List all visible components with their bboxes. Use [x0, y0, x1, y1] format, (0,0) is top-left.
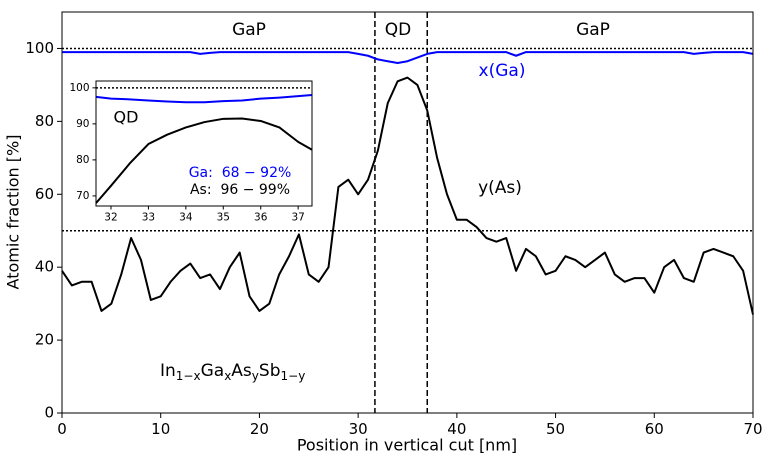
- formula-subscript: y: [252, 369, 259, 383]
- x-tick-label: 30: [349, 420, 368, 438]
- x-tick-label: 0: [57, 420, 67, 438]
- line-series: [95, 117, 313, 204]
- annotation: GaP: [576, 20, 610, 40]
- formula-element: Ga: [201, 361, 225, 381]
- y-tick-label: 90: [76, 118, 89, 130]
- annotation: x(Ga): [479, 61, 526, 81]
- annotation: y(As): [478, 178, 522, 198]
- y-tick-label: 70: [76, 190, 89, 202]
- y-tick-label: 0: [44, 404, 54, 422]
- y-tick-label: 40: [35, 258, 54, 276]
- annotation: QD: [114, 108, 139, 127]
- formula-element: Sb: [259, 361, 281, 381]
- y-tick-label: 80: [35, 112, 54, 130]
- x-axis-label: Position in vertical cut [nm]: [297, 436, 517, 455]
- x-tick-label: 20: [250, 420, 269, 438]
- line-series: [61, 76, 754, 315]
- x-tick-label: 37: [291, 211, 304, 223]
- plot-area: [62, 12, 753, 413]
- annotation: GaP: [232, 20, 266, 40]
- y-tick-label: 100: [69, 82, 89, 94]
- y-tick-label: 60: [35, 185, 54, 203]
- x-tick-label: 10: [151, 420, 170, 438]
- formula-subscript: 1−x: [176, 369, 201, 383]
- x-tick-label: 33: [142, 211, 155, 223]
- y-tick-label: 80: [76, 154, 89, 166]
- axes-frame: [61, 11, 754, 414]
- x-tick-label: 36: [254, 211, 268, 223]
- x-tick-label: 34: [179, 211, 193, 223]
- x-tick-label: 32: [104, 211, 117, 223]
- x-tick-label: 60: [645, 420, 664, 438]
- y-axis-label: Atomic fraction [%]: [4, 135, 23, 290]
- y-tick-label: 100: [25, 39, 54, 57]
- formula-subscript: x: [224, 369, 231, 383]
- formula-element: In: [160, 361, 176, 381]
- formula: In1−xGaxAsySb1−y: [160, 361, 305, 383]
- x-tick-label: 40: [447, 420, 466, 438]
- line-series: [62, 51, 754, 65]
- annotation: Ga: 68 − 92%: [189, 165, 292, 181]
- formula-element: As: [231, 361, 252, 381]
- formula-subscript: 1−y: [281, 369, 306, 383]
- x-tick-label: 50: [546, 420, 565, 438]
- axes-frame: [95, 80, 313, 207]
- annotation: QD: [385, 20, 411, 40]
- line-series: [95, 94, 313, 104]
- annotation: As: 96 − 99%: [190, 182, 290, 198]
- x-tick-label: 70: [743, 420, 762, 438]
- y-tick-label: 20: [35, 331, 54, 349]
- x-tick-label: 35: [217, 211, 230, 223]
